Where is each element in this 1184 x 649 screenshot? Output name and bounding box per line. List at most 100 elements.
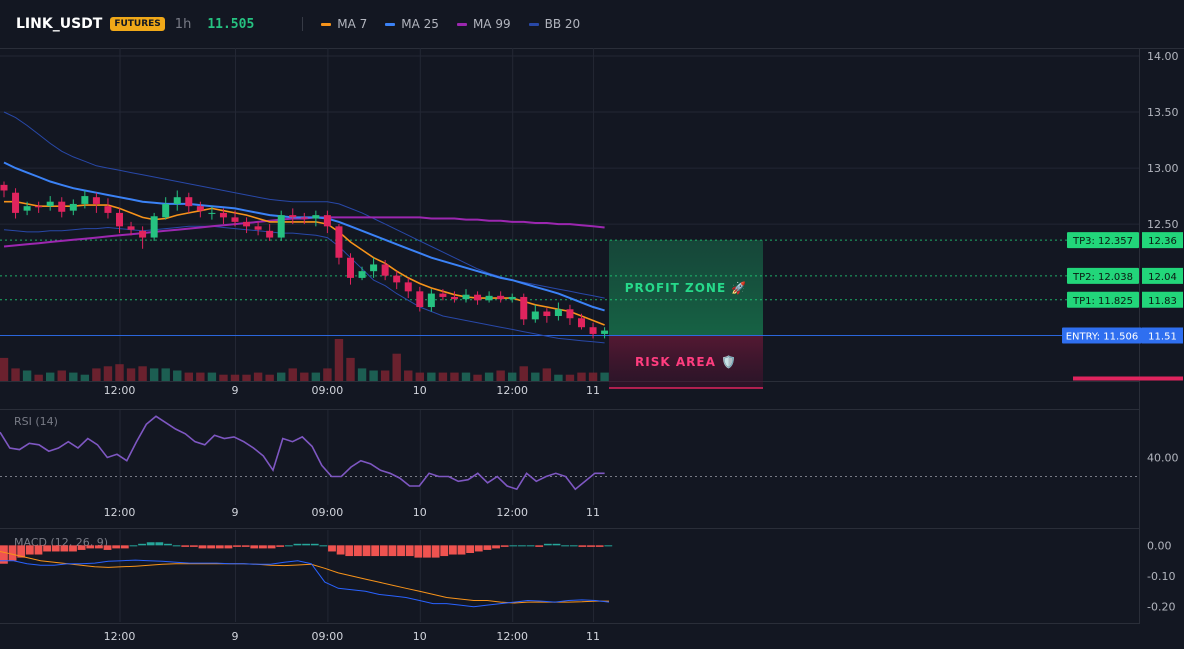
macd-histogram-bar <box>181 545 190 547</box>
volume-bar <box>542 368 552 381</box>
macd-histogram-bar <box>466 545 475 553</box>
macd-histogram-bar <box>569 545 578 547</box>
volume-bar <box>438 372 448 381</box>
ma99-swatch <box>456 22 467 26</box>
volume-bar <box>92 368 101 381</box>
price-tag-bg <box>1142 232 1183 249</box>
price-tag-bg <box>1142 327 1183 344</box>
candle-body <box>358 271 366 278</box>
volume-bar <box>57 370 66 381</box>
candle-body <box>347 257 354 278</box>
macd-histogram-bar <box>51 545 60 552</box>
stop-axis-marker <box>1073 376 1183 381</box>
legend-ma99[interactable]: MA 99 <box>456 17 511 31</box>
volume-bar <box>288 368 297 381</box>
macd-histogram-bar <box>371 545 380 557</box>
volume-bar <box>323 368 332 381</box>
macd-histogram-bar <box>388 545 397 557</box>
price-axis-label: 13.00 <box>1147 162 1179 175</box>
symbol-title[interactable]: LINK_USDT <box>16 16 103 32</box>
candle-body <box>58 201 66 212</box>
timeframe-label[interactable]: 1h <box>174 16 192 32</box>
bb-lower-line <box>3 225 605 344</box>
profit-zone <box>609 240 763 336</box>
time-axis-label: 09:00 <box>312 506 344 519</box>
candle-body <box>243 221 251 227</box>
legend-bb20[interactable]: BB 20 <box>528 17 581 31</box>
candle-body <box>12 192 20 213</box>
macd-histogram-bar <box>198 545 207 549</box>
macd-histogram-bar <box>129 545 138 547</box>
macd-histogram-bar <box>509 545 518 547</box>
macd-histogram-bar <box>259 545 267 549</box>
candle-body <box>69 203 77 211</box>
candle-body <box>601 330 609 334</box>
macd-histogram-bar <box>302 543 311 546</box>
macd-histogram-bar <box>328 545 336 552</box>
volume-bar <box>173 370 182 381</box>
macd-histogram-bar <box>543 543 552 546</box>
candle-body <box>231 217 239 222</box>
time-axis-label: 09:00 <box>312 384 344 397</box>
candle-body <box>162 203 170 218</box>
candle-body <box>370 264 378 272</box>
macd-histogram-bar <box>17 545 26 558</box>
macd-histogram-bar <box>207 545 216 549</box>
macd-histogram-bar <box>397 545 405 557</box>
volume-bar <box>0 357 9 381</box>
volume-bar <box>22 370 32 381</box>
risk-zone <box>609 335 763 388</box>
candle-body <box>474 294 482 301</box>
level-tag-label: TP1: 11.825 <box>1072 296 1133 307</box>
rsi-line <box>0 415 605 491</box>
macd-histogram-bar <box>526 545 535 547</box>
candle-body <box>312 215 320 219</box>
volume-bar <box>149 368 159 381</box>
price-axis-label: 13.50 <box>1147 106 1179 119</box>
candle-body <box>46 201 54 207</box>
macd-histogram-bar <box>241 545 250 547</box>
volume-bar <box>380 370 390 381</box>
time-axis-label: 10 <box>413 506 427 519</box>
candle-body <box>497 295 505 300</box>
candle-body <box>462 294 470 300</box>
price-tag-label: 12.04 <box>1148 272 1177 283</box>
macd-line <box>0 559 610 608</box>
candle-body <box>485 295 493 301</box>
legend-ma25-label: MA 25 <box>401 17 439 31</box>
macd-axis-label: -0.10 <box>1147 570 1175 583</box>
candle-body <box>508 296 516 300</box>
macd-histogram-bar <box>414 545 423 558</box>
legend-bb20-label: BB 20 <box>544 17 581 31</box>
level-tag-bg <box>1062 327 1142 344</box>
candle-body <box>139 230 147 238</box>
volume-bar <box>600 372 609 381</box>
macd-signal-line <box>0 551 609 604</box>
volume-bar <box>138 366 147 381</box>
legend-ma7-label: MA 7 <box>337 17 368 31</box>
macd-histogram-bar <box>43 545 52 552</box>
candle-body <box>554 309 562 316</box>
legend-ma7[interactable]: MA 7 <box>321 17 367 31</box>
legend-ma99-label: MA 99 <box>472 17 511 31</box>
macd-histogram-bar <box>69 545 77 552</box>
macd-histogram-bar <box>535 545 544 547</box>
volume-bar <box>577 372 586 381</box>
candle-body <box>104 206 112 213</box>
macd-histogram-bar <box>284 545 293 547</box>
time-axis-label: 12:00 <box>496 630 528 643</box>
time-axis-label: 09:00 <box>312 630 344 643</box>
macd-axis-label: 0.00 <box>1147 539 1172 552</box>
volume-bar <box>34 374 43 381</box>
macd-histogram-bar <box>362 545 371 557</box>
macd-histogram-bar <box>224 545 233 549</box>
ma7-swatch <box>321 22 332 26</box>
macd-histogram-bar <box>60 545 69 552</box>
candle-body <box>323 215 331 227</box>
candle-body <box>196 206 204 211</box>
level-tag-label: ENTRY: 11.506 <box>1066 332 1139 343</box>
legend-ma25[interactable]: MA 25 <box>385 17 439 31</box>
candle-body <box>92 197 100 204</box>
volume-bar <box>531 372 540 381</box>
